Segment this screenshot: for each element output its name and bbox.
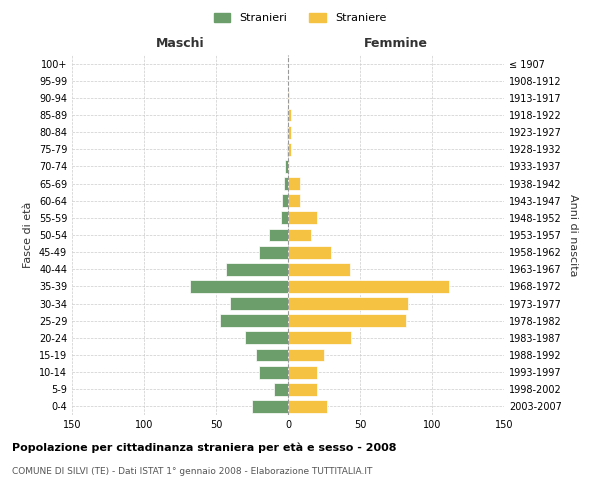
Text: Popolazione per cittadinanza straniera per età e sesso - 2008: Popolazione per cittadinanza straniera p… bbox=[12, 442, 397, 453]
Bar bbox=[245, 332, 288, 344]
Bar bbox=[230, 297, 288, 310]
Bar bbox=[288, 212, 317, 224]
Text: Maschi: Maschi bbox=[155, 37, 205, 50]
Bar bbox=[285, 160, 288, 173]
Bar bbox=[288, 126, 291, 138]
Bar bbox=[220, 314, 288, 327]
Bar bbox=[288, 314, 406, 327]
Bar bbox=[288, 263, 350, 276]
Bar bbox=[269, 228, 288, 241]
Y-axis label: Fasce di età: Fasce di età bbox=[23, 202, 33, 268]
Bar bbox=[288, 194, 299, 207]
Bar bbox=[226, 263, 288, 276]
Bar bbox=[190, 280, 288, 293]
Bar bbox=[288, 383, 317, 396]
Text: COMUNE DI SILVI (TE) - Dati ISTAT 1° gennaio 2008 - Elaborazione TUTTITALIA.IT: COMUNE DI SILVI (TE) - Dati ISTAT 1° gen… bbox=[12, 468, 373, 476]
Bar bbox=[287, 108, 288, 122]
Bar bbox=[288, 366, 317, 378]
Bar bbox=[288, 400, 327, 413]
Bar bbox=[288, 228, 311, 241]
Bar bbox=[284, 177, 288, 190]
Bar bbox=[288, 108, 291, 122]
Bar bbox=[256, 348, 288, 362]
Bar bbox=[259, 246, 288, 258]
Bar bbox=[281, 212, 288, 224]
Y-axis label: Anni di nascita: Anni di nascita bbox=[568, 194, 578, 276]
Bar bbox=[259, 366, 288, 378]
Bar bbox=[288, 143, 291, 156]
Text: Femmine: Femmine bbox=[364, 37, 428, 50]
Bar bbox=[288, 246, 331, 258]
Bar bbox=[287, 143, 288, 156]
Bar bbox=[288, 348, 324, 362]
Bar bbox=[288, 177, 299, 190]
Bar bbox=[288, 92, 289, 104]
Bar bbox=[288, 280, 449, 293]
Bar bbox=[287, 126, 288, 138]
Bar bbox=[288, 332, 352, 344]
Bar bbox=[282, 194, 288, 207]
Bar bbox=[274, 383, 288, 396]
Bar bbox=[288, 297, 407, 310]
Legend: Stranieri, Straniere: Stranieri, Straniere bbox=[209, 8, 391, 28]
Bar bbox=[288, 160, 289, 173]
Bar bbox=[252, 400, 288, 413]
